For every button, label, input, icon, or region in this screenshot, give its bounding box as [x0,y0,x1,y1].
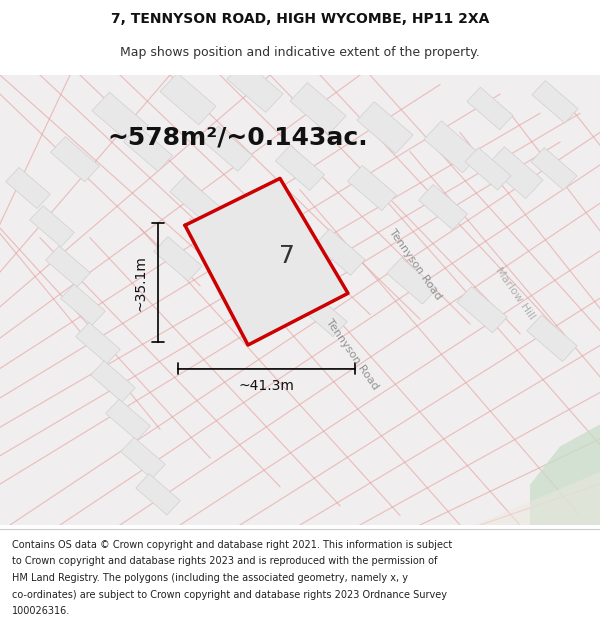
Text: co-ordinates) are subject to Crown copyright and database rights 2023 Ordnance S: co-ordinates) are subject to Crown copyr… [12,589,447,599]
Polygon shape [532,81,578,123]
Polygon shape [136,474,180,515]
Text: Marlow Hill: Marlow Hill [493,265,536,321]
Polygon shape [92,92,148,144]
Text: 7, TENNYSON ROAD, HIGH WYCOMBE, HP11 2XA: 7, TENNYSON ROAD, HIGH WYCOMBE, HP11 2XA [111,12,489,26]
Text: HM Land Registry. The polygons (including the associated geometry, namely x, y: HM Land Registry. The polygons (includin… [12,573,408,583]
Polygon shape [527,315,577,361]
Polygon shape [290,82,346,134]
Text: Tennyson Road: Tennyson Road [387,228,443,302]
Polygon shape [531,148,577,190]
Polygon shape [475,472,600,525]
Text: ~578m²/~0.143ac.: ~578m²/~0.143ac. [107,125,368,149]
Polygon shape [106,399,150,440]
Text: Tennyson Road: Tennyson Road [324,318,380,392]
Polygon shape [457,286,507,332]
Polygon shape [487,147,543,199]
Polygon shape [275,145,325,191]
Polygon shape [203,126,253,171]
Polygon shape [76,322,120,364]
Text: Contains OS data © Crown copyright and database right 2021. This information is : Contains OS data © Crown copyright and d… [12,540,452,550]
Text: ~41.3m: ~41.3m [239,379,295,393]
Text: Map shows position and indicative extent of the property.: Map shows position and indicative extent… [120,46,480,59]
Polygon shape [185,178,348,345]
Polygon shape [315,229,365,276]
Polygon shape [243,200,293,247]
Polygon shape [465,148,511,190]
Polygon shape [154,237,202,281]
Polygon shape [6,168,50,209]
Polygon shape [419,184,467,230]
Text: to Crown copyright and database rights 2023 and is reproduced with the permissio: to Crown copyright and database rights 2… [12,556,437,566]
Polygon shape [347,166,397,211]
Polygon shape [227,61,283,112]
Polygon shape [61,284,105,326]
Text: ~35.1m: ~35.1m [133,255,147,311]
Text: 100026316.: 100026316. [12,606,70,616]
Polygon shape [229,263,277,308]
Polygon shape [387,258,437,304]
Polygon shape [299,292,347,337]
Polygon shape [170,176,220,222]
Polygon shape [424,121,480,172]
Polygon shape [91,361,135,402]
Polygon shape [357,102,413,154]
Polygon shape [50,137,100,182]
Polygon shape [46,246,90,287]
Polygon shape [30,206,74,247]
Text: 7: 7 [280,244,295,268]
Polygon shape [467,88,513,130]
Polygon shape [121,438,165,479]
Polygon shape [124,126,172,171]
Polygon shape [160,73,216,125]
Polygon shape [530,424,600,525]
